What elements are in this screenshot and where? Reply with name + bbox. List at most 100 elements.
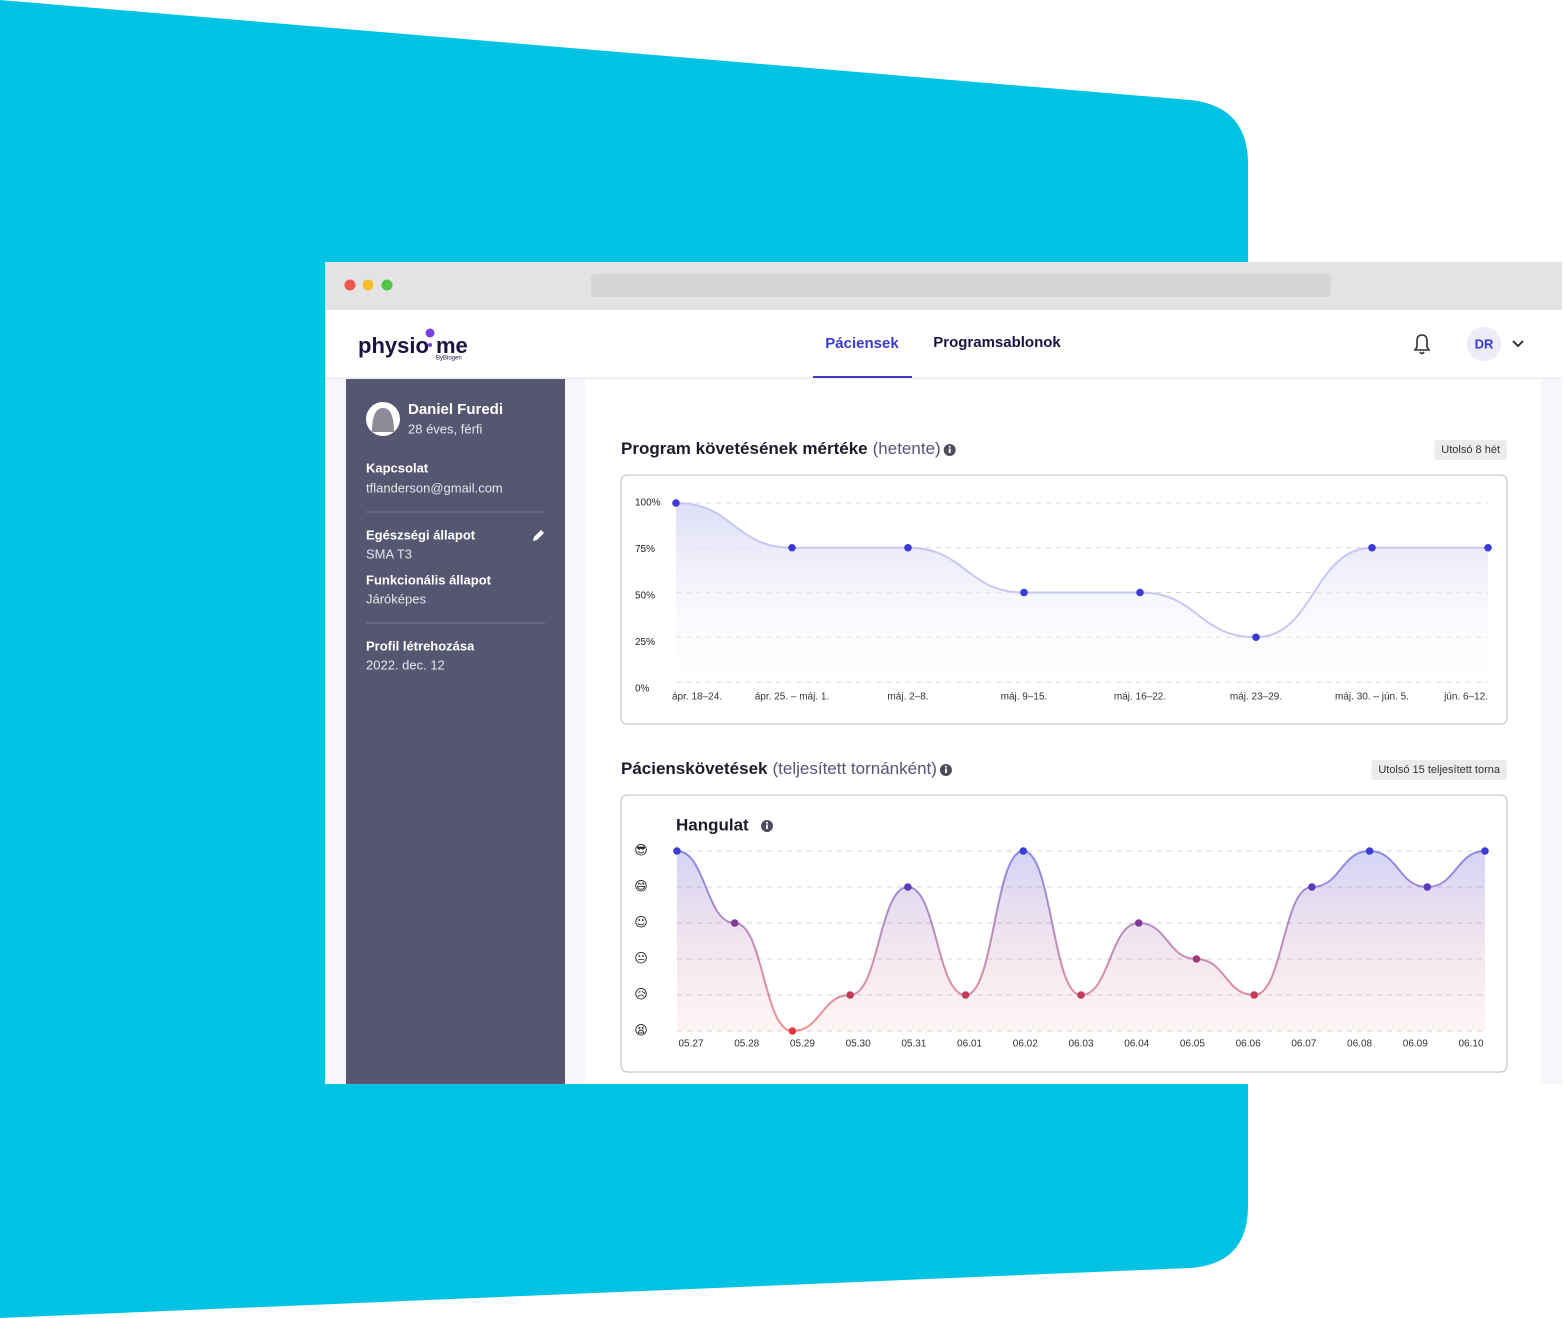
field-label: Egészségi állapot — [366, 527, 476, 542]
section-title-sub: (hetente) — [873, 439, 941, 458]
field-value: Járóképes — [366, 591, 426, 606]
y-tick-label: 25% — [635, 637, 655, 648]
y-tick-label: 😫 — [634, 1024, 648, 1039]
point — [904, 883, 912, 891]
badge — [1434, 440, 1507, 460]
y-tick-label: 50% — [635, 591, 655, 602]
patient-name: Daniel Furedi — [408, 401, 503, 418]
y-tick-label: 😐 — [634, 952, 648, 967]
section-title: Pácienskövetések (teljesített tornánként) — [621, 759, 937, 778]
x-tick-label: ápr. 25. – máj. 1. — [755, 692, 830, 703]
section-title-sub: (teljesített tornánként) — [773, 759, 937, 778]
x-tick-label: 05.30 — [846, 1039, 871, 1050]
url-bar[interactable] — [591, 274, 1331, 297]
field-value: SMA T3 — [366, 546, 412, 561]
section-title: Program követésének mértéke (hetente) — [621, 439, 941, 458]
field-value: tflanderson@gmail.com — [366, 480, 503, 495]
field-label: Profil létrehozása — [366, 638, 475, 653]
logo-dot — [428, 343, 432, 347]
point — [673, 847, 681, 855]
nav-item[interactable]: Programsablonok — [933, 334, 1061, 351]
info-icon-mark — [944, 765, 947, 768]
point — [1365, 847, 1374, 855]
window-minimize[interactable] — [362, 279, 374, 291]
y-tick-label: 😄 — [634, 880, 648, 895]
x-tick-label: 06.08 — [1347, 1039, 1372, 1050]
area — [677, 851, 1485, 1031]
patient-avatar-icon — [372, 408, 394, 432]
nav-item-active[interactable]: Páciensek — [825, 335, 899, 352]
point — [1134, 919, 1143, 927]
logo[interactable]: me — [436, 333, 468, 358]
point — [788, 1027, 797, 1035]
x-tick-label: 06.03 — [1068, 1039, 1093, 1050]
badge-text: Utolsó 8 hét — [1441, 444, 1500, 456]
point — [1136, 588, 1144, 597]
line — [676, 849, 1486, 1033]
point — [1308, 883, 1316, 891]
info-icon-mark — [766, 821, 768, 824]
charts: Program követésének mértéke (hetente) Utol… — [620, 439, 1508, 1073]
badge — [1371, 760, 1507, 780]
point — [1019, 847, 1028, 855]
x-tick-label: máj. 16–22. — [1114, 692, 1166, 703]
avatar[interactable] — [1467, 327, 1501, 361]
x-tick-label: máj. 30. – jún. 5. — [1335, 692, 1409, 703]
x-tick-label: 05.29 — [790, 1039, 815, 1050]
logo-dot — [425, 328, 435, 338]
y-tick-label: 75% — [635, 544, 655, 555]
window-maximize[interactable] — [381, 279, 393, 291]
point — [1192, 955, 1201, 963]
y-tick-label: ☺ — [634, 916, 648, 931]
info-icon-mark — [948, 445, 951, 448]
x-tick-label: máj. 9–15. — [1001, 692, 1048, 703]
x-tick-label: 06.01 — [957, 1039, 982, 1050]
point — [1077, 991, 1085, 999]
field-label: Kapcsolat — [366, 460, 429, 475]
x-tick-label: 05.27 — [678, 1039, 703, 1050]
line — [675, 502, 1488, 639]
x-tick-label: ápr. 18–24. — [672, 692, 722, 703]
x-tick-label: 06.10 — [1458, 1039, 1483, 1050]
badge-text: Utolsó 15 teljesített torna — [1378, 764, 1501, 776]
section-title-main: Pácienskövetések — [621, 759, 768, 778]
section-title-main: Program követésének mértéke — [621, 439, 868, 458]
x-tick-label: 06.09 — [1403, 1039, 1428, 1050]
info-icon-mark — [948, 448, 951, 453]
point — [904, 543, 912, 552]
point — [1252, 633, 1260, 642]
patient-details: 28 éves, férfi — [408, 421, 483, 436]
point — [846, 991, 854, 999]
info-icon-mark — [945, 768, 947, 773]
point — [1250, 991, 1258, 999]
window-close[interactable] — [344, 279, 356, 291]
x-tick-label: 06.07 — [1291, 1039, 1316, 1050]
sidebar — [346, 379, 565, 1084]
chevron[interactable] — [1512, 340, 1524, 348]
y-tick-label: 100% — [635, 498, 661, 509]
x-tick-label: 05.28 — [734, 1039, 759, 1050]
edit-icon[interactable] — [533, 530, 544, 541]
y-tick-label: 😥 — [634, 988, 648, 1003]
avatar-initials[interactable]: DR — [1475, 336, 1494, 351]
point — [961, 991, 970, 999]
point — [1423, 883, 1432, 891]
logo-tagline: ByBiogen — [436, 356, 462, 362]
point — [1484, 543, 1492, 552]
point — [1481, 847, 1489, 855]
point — [672, 499, 680, 507]
logo[interactable]: physio — [358, 333, 429, 358]
x-tick-label: 06.02 — [1013, 1039, 1038, 1050]
point — [788, 543, 796, 552]
bell-icon[interactable] — [1413, 334, 1431, 355]
field-value: 2022. dec. 12 — [366, 657, 445, 672]
nav-underline — [813, 376, 912, 378]
x-tick-label: máj. 2–8. — [887, 692, 928, 703]
x-tick-label: jún. 6–12. — [1443, 692, 1488, 703]
x-tick-label: 06.06 — [1236, 1039, 1261, 1050]
navbar — [325, 310, 1562, 378]
info-icon-mark — [766, 824, 768, 829]
point — [1368, 543, 1376, 552]
